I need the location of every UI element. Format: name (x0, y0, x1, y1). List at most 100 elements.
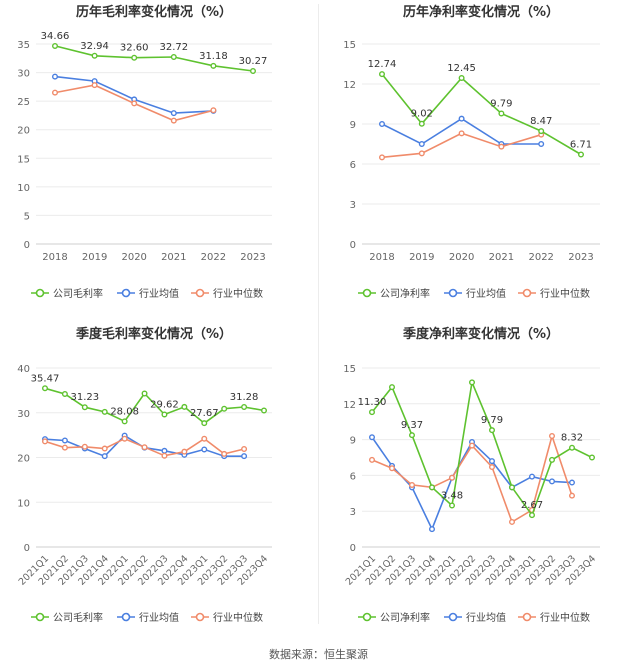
data-label: 31.23 (70, 392, 99, 403)
data-point-industry_avg (61, 437, 68, 444)
y-tick-label: 12 (343, 400, 356, 411)
data-label: 28.08 (110, 406, 139, 417)
data-source-note: 数据来源：恒生聚源 (269, 648, 368, 661)
series-line-industry_median (381, 132, 542, 159)
data-point-industry_median (569, 492, 576, 499)
x-tick-label: 2021 (161, 252, 186, 263)
y-tick-label: 20 (17, 126, 30, 137)
data-label: 6.71 (570, 140, 592, 151)
data-point-company (509, 484, 516, 491)
chart-title: 历年毛利率变化情况（%） (76, 4, 232, 20)
data-point-industry_median (91, 82, 98, 89)
y-tick-label: 30 (17, 69, 30, 80)
x-tick-label: 2020 (121, 252, 146, 263)
data-point-industry_median (181, 448, 188, 455)
data-point-industry_avg (538, 140, 545, 147)
y-tick-label: 15 (17, 154, 30, 165)
y-tick-label: 40 (17, 364, 30, 375)
y-tick-label: 9 (350, 120, 356, 131)
x-tick-label: 2018 (369, 252, 394, 263)
series-line-industry_avg (54, 75, 214, 114)
data-label: 9.37 (401, 420, 423, 431)
data-point-company (81, 404, 88, 411)
data-point-company (589, 454, 596, 461)
y-tick-label: 20 (17, 454, 30, 465)
data-point-company (418, 120, 425, 127)
data-point-industry_median (121, 435, 128, 442)
y-tick-label: 0 (350, 240, 356, 251)
data-label: 31.28 (230, 392, 259, 403)
data-point-company (249, 68, 256, 75)
x-tick-label: 2020 (449, 252, 474, 263)
legend-swatch-marker (362, 612, 372, 622)
data-point-industry_median (379, 154, 386, 161)
data-point-company (161, 411, 168, 418)
legend-label: 行业均值 (139, 287, 179, 300)
legend-swatch-marker (35, 288, 45, 298)
chart-title: 季度毛利率变化情况（%） (75, 326, 232, 342)
y-tick-label: 30 (17, 409, 30, 420)
data-point-company (369, 409, 376, 416)
data-label: 9.79 (481, 415, 503, 426)
legend-label: 行业中位数 (540, 611, 590, 624)
y-tick-label: 6 (350, 160, 356, 171)
legend-swatch-marker (448, 288, 458, 298)
data-label: 27.67 (190, 408, 219, 419)
data-point-industry_median (101, 445, 108, 452)
data-point-company (131, 54, 138, 61)
x-tick-label: 2022 (528, 252, 553, 263)
data-point-company (101, 408, 108, 415)
data-point-company (181, 403, 188, 410)
data-label: 32.72 (159, 42, 188, 53)
data-label: 32.60 (120, 43, 149, 54)
data-point-company (141, 390, 148, 397)
chart-panel-3: 季度毛利率变化情况（%）0102030402021Q12021Q22021Q32… (17, 326, 272, 624)
legend-swatch-marker (362, 288, 372, 298)
data-point-company (121, 418, 128, 425)
legend-swatch-marker (195, 288, 205, 298)
data-point-company (221, 405, 228, 412)
series-line-industry_avg (371, 436, 573, 532)
y-tick-label: 0 (350, 543, 356, 554)
x-tick-label: 2023 (568, 252, 593, 263)
data-label: 11.30 (358, 397, 387, 408)
data-point-company (429, 484, 436, 491)
data-point-industry_avg (429, 526, 436, 533)
data-point-industry_avg (241, 453, 248, 460)
data-point-company (578, 151, 585, 158)
data-label: 9.02 (411, 109, 433, 120)
legend-label: 行业均值 (139, 611, 179, 624)
legend-swatch-marker (35, 612, 45, 622)
data-point-industry_avg (52, 73, 59, 80)
data-point-industry_median (221, 450, 228, 457)
data-label: 12.45 (447, 63, 476, 74)
data-point-industry_avg (529, 473, 536, 480)
data-point-industry_median (161, 452, 168, 459)
data-point-company (241, 404, 248, 411)
y-tick-label: 5 (24, 211, 30, 222)
data-point-industry_avg (458, 115, 465, 122)
series-line-company (371, 379, 593, 517)
data-point-company (42, 385, 49, 392)
data-label: 35.47 (31, 373, 60, 384)
data-point-company (379, 71, 386, 78)
chart-title: 历年净利率变化情况（%） (403, 4, 559, 20)
legend-swatch-marker (522, 288, 532, 298)
data-point-industry_avg (201, 446, 208, 453)
x-tick-label: 2022 (201, 252, 226, 263)
data-point-industry_median (52, 89, 59, 96)
x-tick-label: 2019 (82, 252, 107, 263)
data-point-industry_avg (549, 478, 556, 485)
legend-swatch-marker (121, 612, 131, 622)
data-point-company (449, 502, 456, 509)
chart-panel-2: 历年净利率变化情况（%） 0 3 6 9 12 15 2018 2019 2020 2021 2022… (343, 4, 600, 300)
data-point-industry_avg (170, 110, 177, 117)
data-point-company (261, 407, 268, 414)
chart-title: 季度净利率变化情况（%） (402, 326, 559, 342)
data-label: 30.27 (239, 56, 268, 67)
legend-label: 公司毛利率 (53, 611, 103, 624)
data-point-industry_median (131, 100, 138, 107)
legend-swatch-marker (121, 288, 131, 298)
data-point-industry_median (389, 465, 396, 472)
data-point-industry_median (449, 474, 456, 481)
